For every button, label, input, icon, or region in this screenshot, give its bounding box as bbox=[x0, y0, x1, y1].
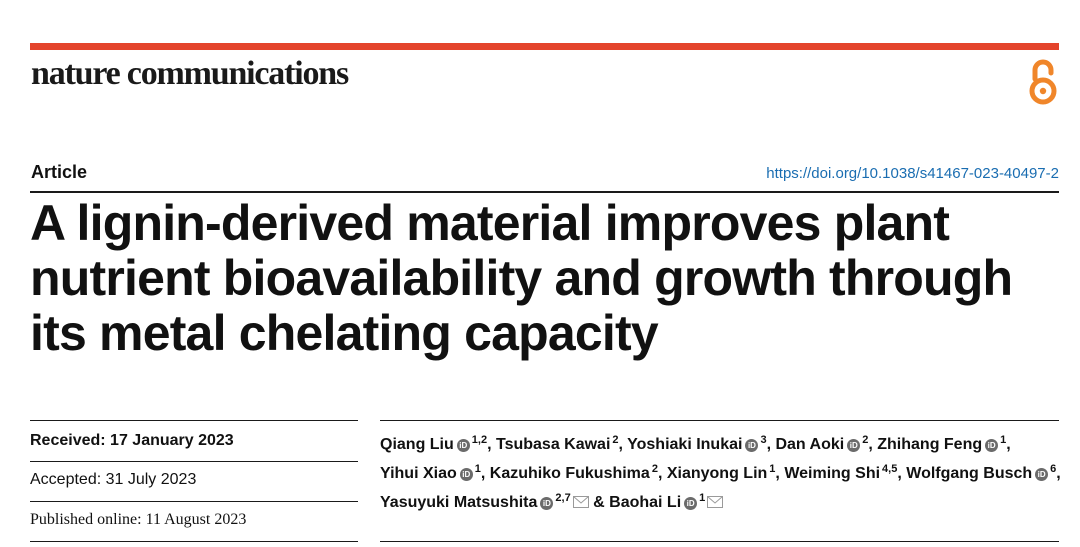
published-date: Published online: 11 August 2023 bbox=[30, 502, 358, 541]
received-date: Received: 17 January 2023 bbox=[30, 421, 358, 461]
author-separator: , bbox=[480, 465, 486, 482]
author-name[interactable]: Qiang Liu bbox=[380, 436, 454, 453]
doi-link[interactable]: https://doi.org/10.1038/s41467-023-40497… bbox=[766, 165, 1059, 182]
orcid-icon[interactable]: iD bbox=[847, 439, 861, 452]
orcid-icon[interactable]: iD bbox=[684, 497, 698, 510]
divider bbox=[30, 541, 358, 542]
author[interactable]: Dan Aoki iD 2, bbox=[775, 434, 873, 453]
author-name[interactable]: Yihui Xiao bbox=[380, 465, 457, 482]
affiliation-number[interactable]: 1,2 bbox=[471, 434, 488, 446]
orcid-icon[interactable]: iD bbox=[540, 497, 554, 510]
published-value: 11 August 2023 bbox=[145, 511, 247, 528]
author[interactable]: Tsubasa Kawai 2, bbox=[495, 434, 623, 453]
author[interactable]: Baohai Li iD 1 bbox=[609, 491, 724, 511]
affiliation-number[interactable]: 1 bbox=[769, 463, 776, 475]
authors-top-rule bbox=[380, 420, 1059, 421]
published-row: Published online: 11 August 2023 bbox=[30, 501, 358, 542]
journal-name[interactable]: nature communications bbox=[31, 55, 349, 92]
author[interactable]: Yasuyuki Matsushita iD 2,7 & bbox=[380, 491, 605, 511]
orcid-icon[interactable]: iD bbox=[985, 439, 999, 452]
author-separator: , bbox=[618, 436, 623, 453]
affiliation-number[interactable]: 2 bbox=[862, 434, 869, 446]
author-name[interactable]: Yoshiaki Inukai bbox=[627, 436, 743, 453]
authors-bottom-rule bbox=[380, 541, 1059, 542]
accepted-label: Accepted: bbox=[30, 471, 102, 488]
affiliation-number[interactable]: 2 bbox=[651, 463, 658, 475]
affiliation-number[interactable]: 4,5 bbox=[882, 463, 898, 475]
article-type: Article bbox=[31, 162, 88, 182]
accepted-date: Accepted: 31 July 2023 bbox=[30, 462, 358, 501]
author-separator: , bbox=[487, 436, 492, 453]
author[interactable]: Xianyong Lin 1, bbox=[666, 463, 780, 482]
author-name[interactable]: Baohai Li bbox=[609, 494, 682, 511]
author[interactable]: Weiming Shi 4,5, bbox=[784, 463, 902, 482]
published-label: Published online: bbox=[30, 511, 142, 528]
orcid-icon[interactable]: iD bbox=[456, 439, 470, 452]
author-separator: , bbox=[897, 465, 902, 482]
header-accent-bar bbox=[30, 43, 1059, 50]
orcid-icon[interactable]: iD bbox=[1035, 468, 1049, 481]
affiliation-number[interactable]: 1 bbox=[699, 492, 706, 504]
affiliation-number[interactable]: 1 bbox=[1000, 434, 1007, 446]
author-separator: , bbox=[1056, 465, 1061, 482]
divider bbox=[30, 461, 358, 462]
received-value: 17 January 2023 bbox=[110, 432, 234, 449]
received-row: Received: 17 January 2023 bbox=[30, 420, 358, 461]
author-separator: & bbox=[588, 494, 605, 511]
author[interactable]: Kazuhiko Fukushima 2, bbox=[489, 463, 663, 482]
email-icon[interactable] bbox=[572, 491, 589, 508]
affiliation-number[interactable]: 2,7 bbox=[555, 492, 571, 504]
publication-dates: Received: 17 January 2023 Accepted: 31 J… bbox=[30, 420, 358, 542]
accepted-value: 31 July 2023 bbox=[105, 471, 197, 488]
author-separator: , bbox=[868, 436, 873, 453]
author[interactable]: Yoshiaki Inukai iD 3, bbox=[627, 434, 772, 453]
orcid-icon[interactable]: iD bbox=[459, 468, 473, 481]
author-name[interactable]: Kazuhiko Fukushima bbox=[489, 465, 650, 482]
email-icon[interactable] bbox=[707, 491, 724, 508]
author-name[interactable]: Weiming Shi bbox=[784, 465, 881, 482]
header-divider bbox=[30, 191, 1059, 193]
divider bbox=[30, 420, 358, 421]
author-list: Qiang Liu iD 1,2, Tsubasa Kawai 2, Yoshiaki… bbox=[380, 428, 1070, 515]
author[interactable]: Qiang Liu iD 1,2, bbox=[380, 434, 492, 453]
received-label: Received: bbox=[30, 432, 106, 449]
open-access-icon[interactable] bbox=[1026, 57, 1060, 105]
author-separator: , bbox=[775, 465, 780, 482]
author-separator: , bbox=[657, 465, 663, 482]
affiliation-number[interactable]: 2 bbox=[612, 434, 619, 446]
author[interactable]: Wolfgang Busch iD 6, bbox=[906, 463, 1061, 482]
author-separator: , bbox=[766, 436, 772, 453]
author-name[interactable]: Zhihang Feng bbox=[877, 436, 983, 453]
author-name[interactable]: Dan Aoki bbox=[775, 436, 845, 453]
author[interactable]: Zhihang Feng iD 1, bbox=[877, 434, 1011, 453]
divider bbox=[30, 501, 358, 502]
author-name[interactable]: Xianyong Lin bbox=[666, 465, 768, 482]
accepted-row: Accepted: 31 July 2023 bbox=[30, 461, 358, 501]
article-title: A lignin-derived material improves plant… bbox=[30, 195, 1013, 361]
affiliation-number[interactable]: 3 bbox=[760, 434, 767, 446]
affiliation-number[interactable]: 1 bbox=[474, 463, 481, 475]
affiliation-number[interactable]: 6 bbox=[1050, 463, 1057, 475]
author-name[interactable]: Tsubasa Kawai bbox=[495, 436, 611, 453]
author-name[interactable]: Wolfgang Busch bbox=[906, 465, 1033, 482]
author-separator: , bbox=[1006, 436, 1011, 453]
author[interactable]: Yihui Xiao iD 1, bbox=[380, 463, 486, 482]
orcid-icon[interactable]: iD bbox=[745, 439, 759, 452]
author-name[interactable]: Yasuyuki Matsushita bbox=[380, 494, 538, 511]
